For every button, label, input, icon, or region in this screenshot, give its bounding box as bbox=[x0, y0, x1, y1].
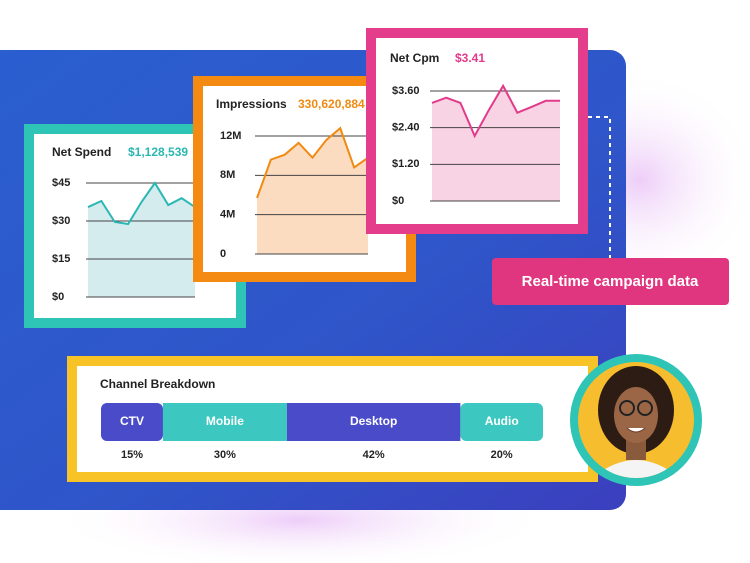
y-tick-label: $45 bbox=[52, 177, 70, 189]
y-tick-label: $0 bbox=[52, 291, 64, 303]
charts: Net Spend $1,128,539 $0 $15 $30 $45 Impression… bbox=[24, 28, 598, 482]
segment-label: CTV bbox=[120, 414, 144, 428]
card-title: Channel Breakdown bbox=[100, 377, 215, 391]
connector bbox=[588, 116, 611, 258]
bar-segment bbox=[460, 403, 543, 441]
y-tick-label: $3.60 bbox=[392, 85, 420, 97]
area bbox=[88, 183, 195, 297]
segment-label: Desktop bbox=[350, 414, 397, 428]
badge-text: Real-time campaign data bbox=[522, 273, 699, 290]
line bbox=[87, 181, 196, 226]
y-tick-label: $15 bbox=[52, 253, 70, 265]
bar-segment bbox=[162, 403, 287, 441]
badge bbox=[492, 258, 729, 305]
avatar bbox=[570, 354, 702, 486]
headline: $1,128,539 bbox=[128, 145, 188, 159]
y-tick-label: 12M bbox=[220, 130, 241, 142]
line bbox=[256, 126, 369, 199]
line bbox=[431, 83, 560, 139]
segment-label: Mobile bbox=[206, 414, 244, 428]
y-tick-label: 8M bbox=[220, 169, 235, 181]
segment-label: Audio bbox=[485, 414, 519, 428]
area bbox=[432, 85, 560, 201]
card-title: Net Spend bbox=[52, 145, 111, 159]
value-label: 20% bbox=[491, 449, 513, 461]
headline: $3.41 bbox=[455, 51, 485, 65]
value-label: 42% bbox=[363, 449, 385, 461]
card-title: Net Cpm bbox=[390, 51, 439, 65]
headline: 330,620,884 bbox=[298, 97, 365, 111]
y-tick-label: $0 bbox=[392, 195, 404, 207]
area bbox=[257, 128, 368, 254]
y-tick-label: $2.40 bbox=[392, 122, 420, 134]
y-tick-label: 0 bbox=[220, 248, 226, 260]
value-label: 30% bbox=[214, 449, 236, 461]
y-tick-label: $30 bbox=[52, 215, 70, 227]
y-tick-label: 4M bbox=[220, 209, 235, 221]
value-label: 15% bbox=[121, 449, 143, 461]
bar-segment bbox=[286, 403, 461, 441]
bar-segment bbox=[101, 403, 163, 441]
card-title: Impressions bbox=[216, 97, 287, 111]
y-tick-label: $1.20 bbox=[392, 158, 420, 170]
